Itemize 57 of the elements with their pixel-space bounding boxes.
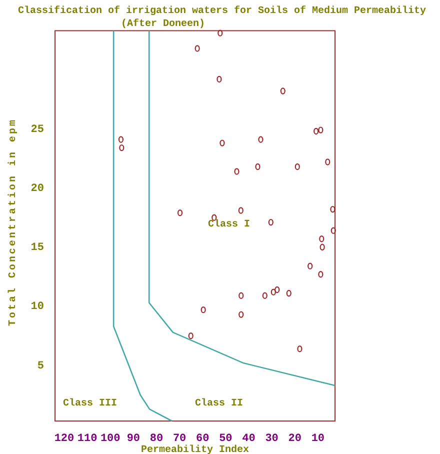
point [330,206,336,213]
point [194,45,200,52]
chart-subtitle: (After Doneen) [120,18,206,30]
x-tick-label: 40 [242,433,256,445]
x-tick-label: 60 [196,433,210,445]
y-axis-title: Total Concentration in epm [7,118,19,326]
point [177,209,183,216]
point [200,306,206,314]
x-tick-label: 20 [288,433,302,445]
y-tick-label: 10 [30,301,44,314]
point [234,168,240,175]
y-tick-label: 5 [37,360,44,372]
x-tick-label: 80 [150,433,164,445]
x-tick-label: 70 [172,433,186,445]
point [118,136,124,143]
annotation: Class II [194,398,244,410]
point [220,140,225,146]
x-tick-label: 30 [265,433,278,445]
point [318,126,324,134]
x-tick-label: 110 [77,433,98,445]
point [286,290,292,297]
y-tick-label: 15 [30,242,44,254]
point [262,292,268,299]
point [216,76,222,83]
x-tick-label: 120 [54,433,74,445]
annotation: Class I [208,218,250,231]
point [238,311,244,318]
point [294,163,300,170]
point [308,262,313,270]
x-tick-label: 100 [100,433,120,445]
y-tick-label: 25 [30,124,44,136]
x-tick-label: 50 [219,433,232,445]
point [238,207,244,214]
x-axis-title: Permeability Index [140,444,250,454]
point [268,218,274,226]
point [330,227,336,234]
point [255,163,260,170]
point [119,144,124,152]
annotation: Class III [62,398,118,410]
point [258,136,264,143]
point [188,332,194,340]
x-tick-label: 10 [311,433,325,445]
point [319,236,324,242]
point [318,270,324,278]
point [218,30,223,36]
point [314,128,319,135]
line-series [148,30,336,386]
point [325,158,330,166]
y-tick-label: 20 [30,182,44,195]
point [238,292,244,299]
point [320,244,325,250]
point [280,88,286,94]
point [274,286,280,294]
x-tick-label: 90 [126,433,140,445]
chart-title: Classification of irrigation waters for Soils of Medium Permeability [18,5,426,17]
point [297,346,302,352]
point [270,288,276,296]
